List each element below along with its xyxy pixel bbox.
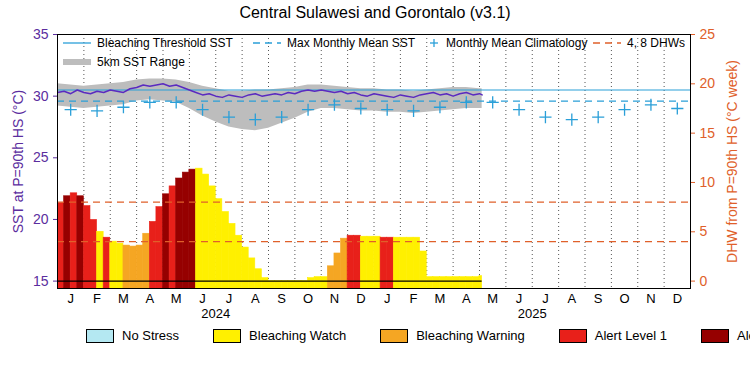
svg-text:F: F (93, 291, 101, 306)
svg-text:M: M (118, 291, 129, 306)
svg-text:25: 25 (700, 26, 716, 42)
svg-text:M: M (435, 291, 446, 306)
svg-text:A: A (567, 291, 576, 306)
svg-text:O: O (620, 291, 630, 306)
svg-text:10: 10 (700, 174, 716, 190)
svg-text:S: S (277, 291, 286, 306)
svg-text:15: 15 (33, 273, 49, 289)
svg-text:SST at P=90th HS (°C): SST at P=90th HS (°C) (10, 90, 26, 233)
svg-text:D: D (673, 291, 682, 306)
svg-text:J: J (516, 291, 523, 306)
svg-text:2024: 2024 (201, 306, 230, 321)
svg-text:J: J (542, 291, 549, 306)
svg-text:N: N (646, 291, 655, 306)
svg-text:25: 25 (33, 149, 49, 165)
svg-text:20: 20 (33, 211, 49, 227)
svg-text:DHW from P=90th HS (°C week): DHW from P=90th HS (°C week) (724, 60, 740, 263)
svg-text:A: A (462, 291, 471, 306)
svg-text:J: J (67, 291, 74, 306)
html-text:Bleaching Threshold SST: Bleaching Threshold SST (97, 36, 233, 50)
svg-text:F: F (410, 291, 418, 306)
html-text:Bleaching Warning: Bleaching Warning (416, 328, 525, 343)
svg-text:20: 20 (700, 75, 716, 91)
svg-text:A: A (145, 291, 154, 306)
svg-text:35: 35 (33, 26, 49, 42)
svg-text:J: J (226, 291, 233, 306)
svg-text:D: D (356, 291, 365, 306)
svg-text:J: J (199, 291, 206, 306)
svg-text:30: 30 (33, 88, 49, 104)
svg-text:J: J (384, 291, 391, 306)
html-text:5km SST Range: 5km SST Range (97, 55, 185, 69)
html-text:Central Sulawesi and Gorontalo: Central Sulawesi and Gorontalo (v3.1) (239, 4, 511, 21)
html-text:Bleaching Watch: Bleaching Watch (249, 328, 347, 343)
html-text:Monthly Mean Climatology: Monthly Mean Climatology (446, 36, 588, 50)
svg-text:0: 0 (700, 273, 708, 289)
svg-text:A: A (251, 291, 260, 306)
svg-text:N: N (330, 291, 339, 306)
html-text:Alert Level 1: Alert Level 1 (594, 328, 668, 343)
svg-text:O: O (303, 291, 313, 306)
svg-text:M: M (487, 291, 498, 306)
svg-text:S: S (594, 291, 603, 306)
html-text:No Stress: No Stress (122, 328, 180, 343)
svg-text:5: 5 (700, 223, 708, 239)
svg-text:2025: 2025 (518, 306, 547, 321)
svg-text:M: M (171, 291, 182, 306)
html-text:Max Monthly Mean SST: Max Monthly Mean SST (287, 36, 415, 50)
svg-text:15: 15 (700, 125, 716, 141)
html-text:4, 8 DHWs: 4, 8 DHWs (627, 36, 685, 50)
